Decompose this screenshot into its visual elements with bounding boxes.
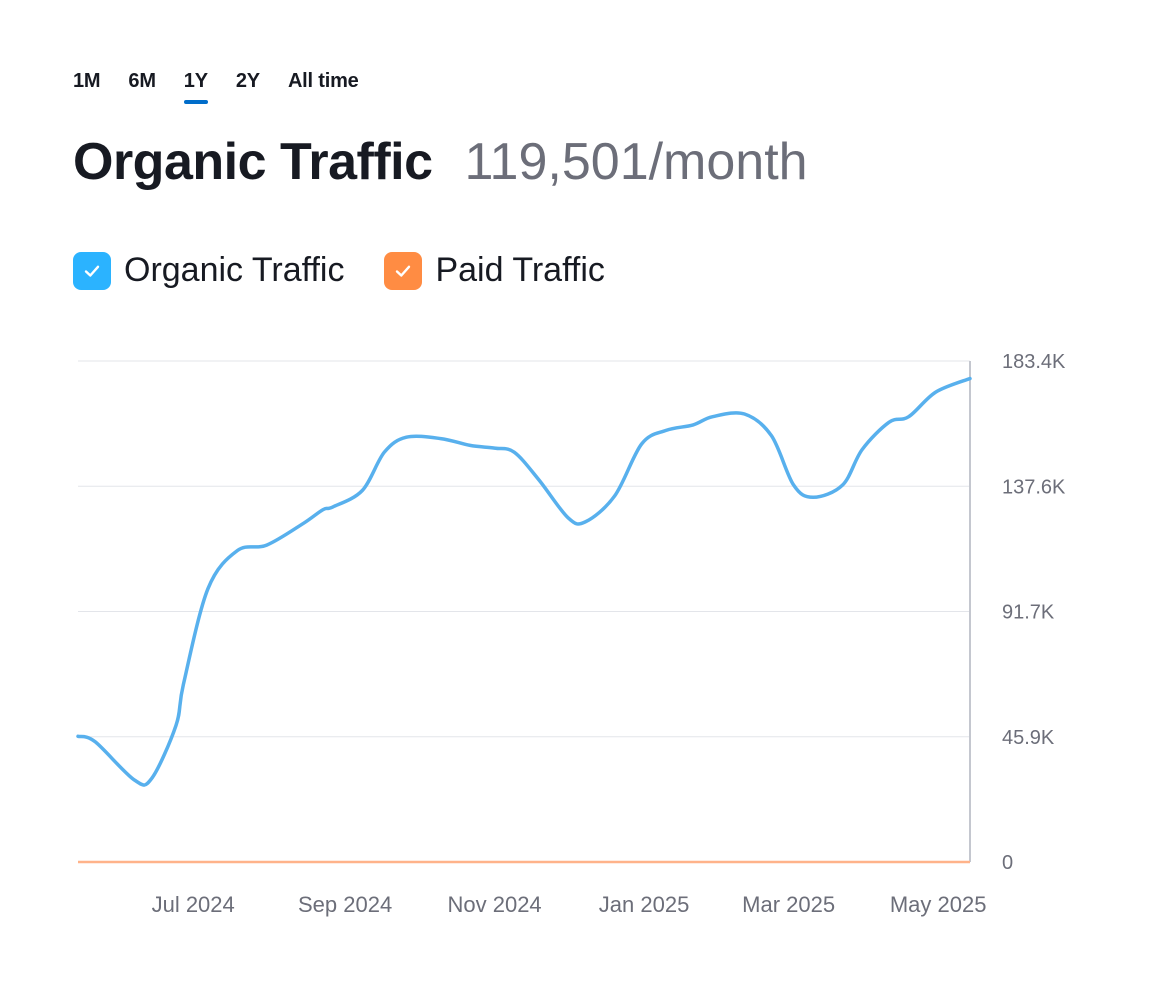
x-tick-label: May 2025 [890,892,987,917]
y-tick-label: 0 [1002,852,1013,874]
legend-item-organic-traffic[interactable]: Organic Traffic [73,251,344,290]
check-icon [84,265,100,277]
x-tick-label: Nov 2024 [447,892,541,917]
tab-1m[interactable]: 1M [73,70,101,92]
y-tick-label: 183.4K [1002,351,1066,373]
traffic-value: 119,501/month [464,133,808,191]
legend-label: Paid Traffic [435,251,605,289]
page-title: Organic Traffic [73,133,433,191]
tab-1y[interactable]: 1Y [183,66,208,104]
y-tick-label: 137.6K [1002,476,1066,498]
x-tick-label: Sep 2024 [298,892,392,917]
tab-all-time[interactable]: All time [287,70,359,92]
x-tick-label: Jan 2025 [599,892,690,917]
y-tick-label: 91.7K [1002,602,1055,624]
tab-6m[interactable]: 6M [128,70,156,92]
time-range-tabs: 1M 6M 1Y 2Y All time [73,66,387,104]
series-line-organic-traffic [76,376,972,787]
x-tick-label: Mar 2025 [742,892,835,917]
legend-item-paid-traffic[interactable]: Paid Traffic [384,251,605,290]
header: Organic Traffic 119,501/month [73,132,808,192]
y-tick-label: 45.9K [1002,727,1055,749]
checkbox[interactable] [73,251,111,290]
legend-label: Organic Traffic [124,251,345,289]
legend: Organic Traffic Paid Traffic [73,251,645,290]
checkbox[interactable] [384,251,423,290]
tab-2y[interactable]: 2Y [235,70,260,92]
check-icon [396,265,411,277]
x-tick-label: Jul 2024 [152,892,235,917]
